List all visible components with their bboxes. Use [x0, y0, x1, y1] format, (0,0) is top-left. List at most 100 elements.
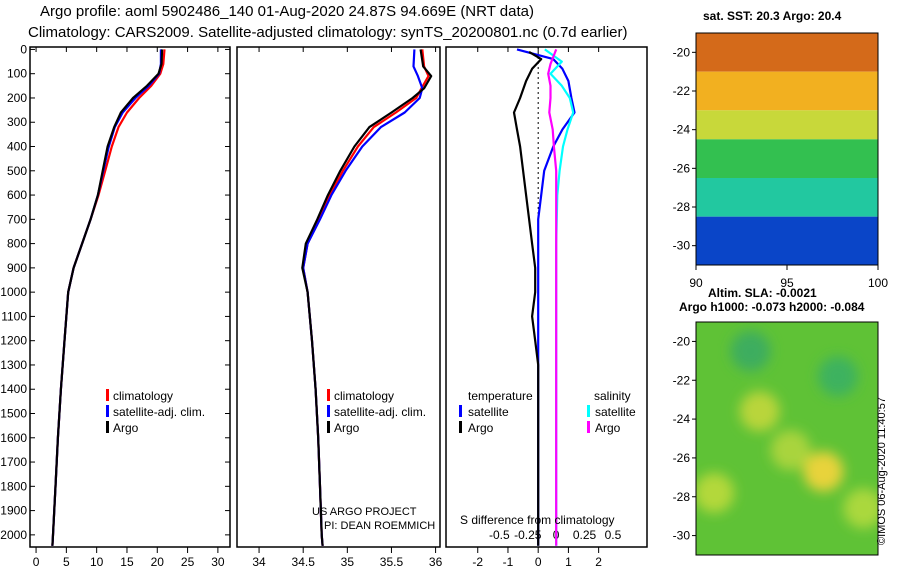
altim-title: Altim. SLA: -0.0021: [708, 286, 817, 300]
legend-swatch-argo: [327, 421, 330, 433]
sst-title: sat. SST: 20.3 Argo: 20.4: [703, 9, 842, 23]
sla-anomaly-blob: [803, 451, 844, 492]
diff-line-temperature-satellite: [516, 48, 576, 546]
sst-band: [696, 33, 878, 72]
salinity-frame: [236, 46, 441, 548]
depth-tick-label: 600: [7, 188, 27, 202]
sst-axes: -20 -22 -24 -26 -28 -30 90 95 100: [673, 45, 889, 290]
profile-title: Argo profile: aoml 5902486_140 01-Aug-20…: [40, 3, 534, 20]
legend-swatch-temp-argo: [459, 421, 462, 433]
temperature-frame: [29, 46, 231, 548]
legend-swatch-sal-satellite: [587, 405, 590, 417]
legend-swatch-climatology: [327, 389, 330, 401]
diff-line-salinity-Argo: [547, 48, 558, 546]
tdiff-xtick-label: 2: [595, 555, 602, 569]
sla-ytick-label: -30: [673, 529, 691, 543]
sst-band: [696, 110, 878, 140]
depth-tick-label: 300: [7, 115, 27, 129]
difference-xlabel: S difference from climatology: [460, 513, 615, 527]
sst-ytick-label: -28: [673, 200, 691, 214]
depth-tick-label: 1400: [0, 382, 27, 396]
sst-ytick-label: -20: [673, 45, 691, 59]
sla-map: -20 -22 -24 -26 -28 -30: [673, 321, 879, 556]
legend-heading-salinity: salinity: [594, 389, 631, 403]
salinity-axis: 34 34.5 35 35.5 36: [252, 47, 443, 569]
sst-band: [696, 139, 878, 178]
legend-label-satellite: satellite-adj. clim.: [334, 405, 426, 419]
depth-tick-label: 100: [7, 67, 27, 81]
sla-anomaly-blob: [730, 331, 771, 372]
sla-ytick-label: -20: [673, 334, 691, 348]
legend-swatch-sal-argo: [587, 421, 590, 433]
sst-xtick-label: 90: [689, 276, 703, 290]
salinity-lines: [301, 49, 433, 546]
sdiff-tick-label: -0.5: [489, 528, 510, 542]
sst-ytick-label: -26: [673, 161, 691, 175]
legend-swatch-satellite: [327, 405, 330, 417]
sla-anomaly-blob: [770, 430, 811, 471]
depth-tick-label: 700: [7, 212, 27, 226]
legend-swatch-argo: [106, 421, 109, 433]
temp-xtick-label: 5: [63, 555, 70, 569]
depth-tick-label: 200: [7, 91, 27, 105]
depth-tick-label: 1600: [0, 431, 27, 445]
sla-ytick-label: -28: [673, 490, 691, 504]
sal-xtick-label: 34.5: [292, 555, 316, 569]
sal-xtick-label: 35.5: [380, 555, 404, 569]
sdiff-tick-label: 0.25: [573, 528, 597, 542]
sla-ytick-label: -22: [673, 373, 691, 387]
sst-ytick-label: -30: [673, 239, 691, 253]
sst-band: [696, 216, 878, 265]
depth-tick-label: 800: [7, 237, 27, 251]
sst-band: [696, 178, 878, 217]
legend-swatch-temp-satellite: [459, 405, 462, 417]
sal-xtick-label: 36: [429, 555, 443, 569]
legend-label-temp-satellite: satellite: [468, 405, 509, 419]
legend-label-sal-satellite: satellite: [595, 405, 636, 419]
sla-anomaly-blob: [696, 472, 735, 513]
difference-legend: temperature satellite Argo salinity sate…: [459, 389, 636, 435]
sst-xtick-label: 95: [780, 276, 794, 290]
sla-field: [696, 322, 878, 555]
legend-label-satellite: satellite-adj. clim.: [113, 405, 205, 419]
temp-xtick-label: 20: [151, 555, 165, 569]
depth-tick-label: 1000: [0, 285, 27, 299]
salinity-panel: 34 34.5 35 35.5 36 climatology satellite-adj…: [236, 46, 443, 569]
temperature-legend: climatology satellite-adj. clim. Argo: [106, 389, 205, 435]
argo-height-title: Argo h1000: -0.073 h2000: -0.084: [679, 300, 865, 314]
temp-xtick-label: 15: [120, 555, 134, 569]
depth-tick-label: 1900: [0, 504, 27, 518]
temperature-panel: 0100200300400500600700800900100011001200…: [0, 42, 647, 569]
legend-swatch-climatology: [106, 389, 109, 401]
legend-label-climatology: climatology: [113, 389, 173, 403]
tdiff-xtick-label: -2: [472, 555, 483, 569]
depth-tick-label: 1200: [0, 334, 27, 348]
sla-ytick-label: -24: [673, 412, 691, 426]
sst-map: -20 -22 -24 -26 -28 -30 90 95 100: [673, 32, 889, 290]
legend-heading-temperature: temperature: [468, 389, 533, 403]
tdiff-xtick-label: 0: [535, 555, 542, 569]
depth-tick-label: 1800: [0, 479, 27, 493]
sst-band: [696, 71, 878, 111]
depth-tick-label: 1500: [0, 407, 27, 421]
project-annotation: US ARGO PROJECT: [312, 506, 417, 518]
depth-tick-label: 1300: [0, 358, 27, 372]
sdiff-tick-label: 0.5: [605, 528, 622, 542]
sla-anomaly-blob: [843, 488, 878, 529]
sla-axes: -20 -22 -24 -26 -28 -30: [673, 334, 696, 543]
sdiff-tick-label: -0.25: [514, 528, 542, 542]
tdiff-xtick-label: -1: [503, 555, 514, 569]
diff-line-temperature-Argo: [512, 50, 543, 546]
temp-xtick-label: 10: [90, 555, 104, 569]
sst-ytick-label: -24: [673, 123, 691, 137]
depth-tick-label: 500: [7, 164, 27, 178]
sla-anomaly-blob: [739, 391, 780, 432]
difference-lines: [512, 48, 576, 546]
depth-tick-label: 2000: [0, 528, 27, 542]
temperature-lines: [51, 49, 166, 546]
sst-field: [696, 33, 878, 265]
temp-xtick-label: 25: [181, 555, 195, 569]
sla-ytick-label: -26: [673, 451, 691, 465]
climatology-title: Climatology: CARS2009. Satellite-adjuste…: [28, 24, 628, 41]
